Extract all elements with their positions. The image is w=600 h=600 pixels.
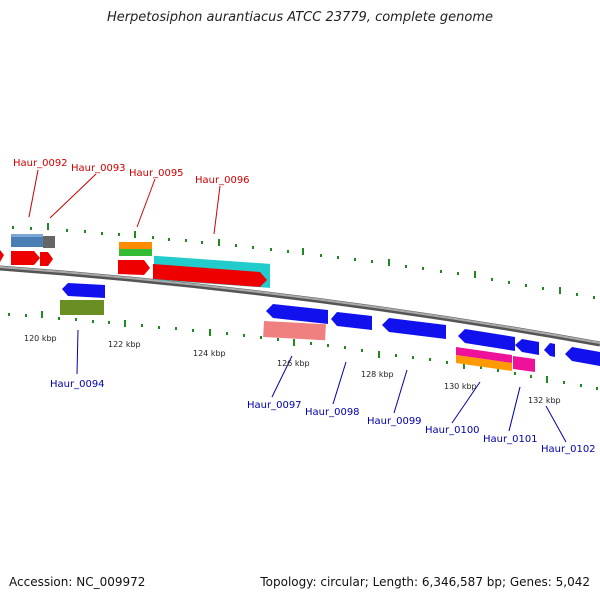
upper-tick-track [12,223,595,299]
kbp-label: 132 kbp [528,396,561,405]
gene-arrow-red [11,251,40,265]
gene-haur-0094-arrow [62,283,105,298]
kbp-label: 120 kbp [24,334,57,343]
gene-haur-0099-arrow [382,318,446,339]
gene-haur-0097-arrow [266,304,328,324]
gene-label-haur-0101[interactable]: Haur_0101 [483,434,538,445]
genome-summary-text: Topology: circular; Length: 6,346,587 bp… [260,575,590,589]
gene-haur-0100-arrow [458,329,515,351]
gene-haur-0092-track [11,234,43,247]
lower-tick-track [8,311,598,390]
forward-gene-labels: Haur_0092 Haur_0093 Haur_0095 Haur_0096 [13,158,250,186]
kbp-label: 126 kbp [277,359,310,368]
gene-arrow-red [40,252,53,266]
gene-arrow-red [0,250,4,262]
gene-haur-0102-arrow [565,347,600,366]
forward-leaders [28,169,221,235]
reverse-genes [60,283,600,372]
accession-text: Accession: NC_009972 [9,575,146,589]
gene-label-haur-0099[interactable]: Haur_0099 [367,416,422,427]
gene-haur-0097-track [263,321,326,341]
kbp-label: 122 kbp [108,340,141,349]
gene-label-haur-0094[interactable]: Haur_0094 [50,379,105,390]
gene-label-haur-0093[interactable]: Haur_0093 [71,163,126,174]
gene-haur-0101-track [513,356,535,372]
kbp-label: 128 kbp [361,370,394,379]
gene-haur-0100-track [456,347,512,363]
gene-haur-0098-arrow [331,312,372,330]
gene-label-haur-0097[interactable]: Haur_0097 [247,400,302,411]
gene-label-haur-0092[interactable]: Haur_0092 [13,158,68,169]
gene-label-haur-0100[interactable]: Haur_0100 [425,425,480,436]
gene-haur-0094-track [60,300,104,315]
forward-genes [0,234,270,288]
kbp-label: 124 kbp [193,349,226,358]
kbp-scale: 120 kbp 122 kbp 124 kbp 126 kbp 128 kbp … [24,334,561,405]
gene-label-haur-0095[interactable]: Haur_0095 [129,168,184,179]
gene-arrow-red [153,264,267,287]
gene-haur-0093-track [43,236,55,248]
map-title: Herpetosiphon aurantiacus ATCC 23779, co… [106,10,494,25]
gene-arrow-red [118,260,150,275]
gene-label-haur-0096[interactable]: Haur_0096 [195,175,250,186]
gene-arrow-blue [515,339,539,355]
gene-haur-0095-track [119,242,152,249]
reverse-leaders [76,329,567,443]
gene-label-haur-0098[interactable]: Haur_0098 [305,407,360,418]
reverse-gene-labels: Haur_0094 Haur_0097 Haur_0098 Haur_0099 … [50,379,596,455]
gene-label-haur-0102[interactable]: Haur_0102 [541,444,596,455]
kbp-label: 130 kbp [444,382,477,391]
gene-arrow-blue [544,343,555,357]
